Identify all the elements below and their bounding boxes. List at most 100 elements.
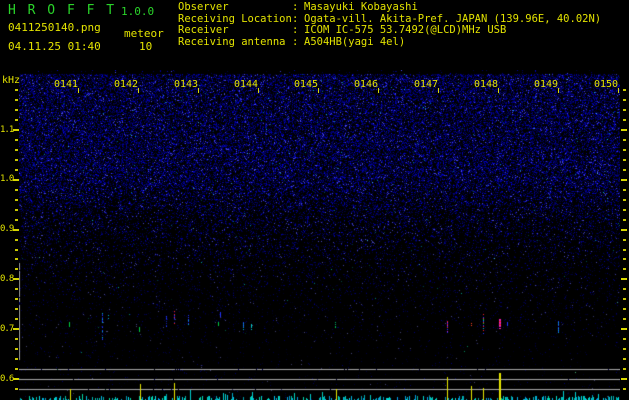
info-row-0: Observer: Masayuki Kobayashi	[178, 1, 601, 14]
freq-minor-tick-right	[623, 368, 626, 371]
app-version: 1.0.0	[121, 5, 155, 18]
freq-minor-tick-right	[623, 198, 626, 201]
freq-minor-tick-right	[623, 89, 626, 92]
freq-minor-tick-left	[15, 358, 18, 361]
freq-minor-tick-left	[15, 188, 18, 191]
freq-label-1.1: 1.1	[0, 124, 14, 135]
output-filename: 0411250140.png	[8, 21, 101, 34]
info-value: ICOM IC-575 53.7492(@LCD)MHz USB	[304, 24, 507, 37]
time-label-0149: 0149	[534, 79, 559, 90]
info-colon: :	[292, 24, 299, 37]
time-label-0141: 0141	[54, 79, 79, 90]
freq-major-tick-right	[621, 328, 627, 331]
info-colon: :	[292, 1, 299, 13]
freq-minor-tick-left	[15, 388, 18, 390]
time-label-0142: 0142	[114, 79, 139, 90]
time-label-0145: 0145	[294, 79, 319, 90]
freq-minor-tick-right	[623, 99, 626, 102]
freq-minor-tick-right	[623, 109, 626, 112]
freq-minor-tick-right	[623, 148, 626, 151]
time-label-0148: 0148	[474, 79, 499, 90]
freq-minor-tick-left	[15, 338, 18, 341]
time-tick-0147	[438, 88, 439, 93]
freq-minor-tick-right	[623, 238, 626, 241]
freq-minor-tick-left	[15, 288, 18, 291]
freq-minor-tick-left	[15, 218, 18, 221]
info-value: A504HB(yagi 4el)	[304, 35, 406, 48]
freq-major-tick-right	[621, 228, 627, 231]
app-title: H R O F F T	[8, 3, 117, 18]
freq-major-tick-right	[621, 178, 627, 181]
station-info-block: Observer: Masayuki Kobayashi Receiving Loc…	[178, 1, 601, 49]
freq-minor-tick-left	[15, 248, 18, 251]
observation-datetime: 04.11.25 01:40	[8, 40, 101, 53]
time-tick-0143	[198, 88, 199, 93]
freq-label-0.7: 0.7	[0, 323, 14, 334]
time-label-0147: 0147	[414, 79, 439, 90]
freq-label-0.6: 0.6	[0, 373, 14, 384]
freq-minor-tick-right	[623, 308, 626, 311]
freq-minor-tick-right	[623, 168, 626, 171]
time-tick-0149	[558, 88, 559, 93]
freq-major-tick-left	[13, 278, 19, 281]
info-label: Receiver	[178, 24, 229, 37]
freq-minor-tick-left	[15, 148, 18, 151]
time-tick-0150	[618, 88, 619, 93]
freq-major-tick-left	[13, 378, 19, 380]
freq-minor-tick-left	[15, 109, 18, 112]
freq-minor-tick-right	[623, 348, 626, 351]
freq-minor-tick-left	[15, 318, 18, 321]
time-tick-0146	[378, 88, 379, 93]
freq-major-tick-right	[621, 278, 627, 281]
mode-label: meteor	[124, 27, 164, 40]
freq-minor-tick-right	[623, 208, 626, 211]
freq-major-tick-left	[13, 328, 19, 331]
freq-major-tick-left	[13, 178, 19, 181]
time-tick-0148	[498, 88, 499, 93]
freq-minor-tick-right	[623, 388, 626, 390]
freq-minor-tick-left	[15, 298, 18, 301]
time-label-0150: 0150	[594, 79, 619, 90]
freq-minor-tick-left	[15, 168, 18, 171]
freq-major-tick-right	[621, 378, 627, 380]
freq-minor-tick-left	[15, 348, 18, 351]
time-label-0144: 0144	[234, 79, 259, 90]
time-label-0146: 0146	[354, 79, 379, 90]
time-tick-0141	[78, 88, 79, 93]
freq-minor-tick-left	[15, 368, 18, 371]
freq-minor-tick-left	[15, 119, 18, 122]
freq-minor-tick-right	[623, 218, 626, 221]
freq-minor-tick-left	[15, 308, 18, 311]
freq-minor-tick-right	[623, 298, 626, 301]
freq-minor-tick-left	[15, 138, 18, 141]
freq-minor-tick-right	[623, 288, 626, 291]
freq-minor-tick-right	[623, 258, 626, 261]
info-label: Observer	[178, 1, 229, 13]
freq-minor-tick-right	[623, 188, 626, 191]
freq-minor-tick-left	[15, 258, 18, 261]
freq-minor-tick-right	[623, 248, 626, 251]
time-tick-0142	[138, 88, 139, 93]
freq-label-0.9: 0.9	[0, 224, 14, 235]
freq-minor-tick-right	[623, 338, 626, 341]
meteor-count: 10	[139, 40, 153, 53]
info-label: Receiving antenna	[178, 35, 286, 48]
freq-minor-tick-right	[623, 318, 626, 321]
info-colon: :	[292, 35, 299, 48]
info-row-3: Receiving antenna: A504HB(yagi 4el)	[178, 35, 601, 49]
freq-minor-tick-left	[15, 238, 18, 241]
freq-minor-tick-left	[15, 198, 18, 201]
freq-minor-tick-left	[15, 99, 18, 102]
freq-major-tick-left	[13, 129, 19, 131]
info-label: Receiving Location	[178, 12, 292, 25]
info-row-1: Receiving Location: Ogata-vill. Akita-Pre…	[178, 12, 601, 26]
time-label-0143: 0143	[174, 79, 199, 90]
freq-minor-tick-right	[623, 268, 626, 271]
freq-minor-tick-right	[623, 138, 626, 141]
freq-label-0.8: 0.8	[0, 273, 14, 284]
freq-axis-unit-label: kHz	[2, 75, 21, 86]
info-value: Masayuki Kobayashi	[304, 1, 418, 13]
time-tick-0144	[258, 88, 259, 93]
freq-minor-tick-left	[15, 89, 18, 92]
